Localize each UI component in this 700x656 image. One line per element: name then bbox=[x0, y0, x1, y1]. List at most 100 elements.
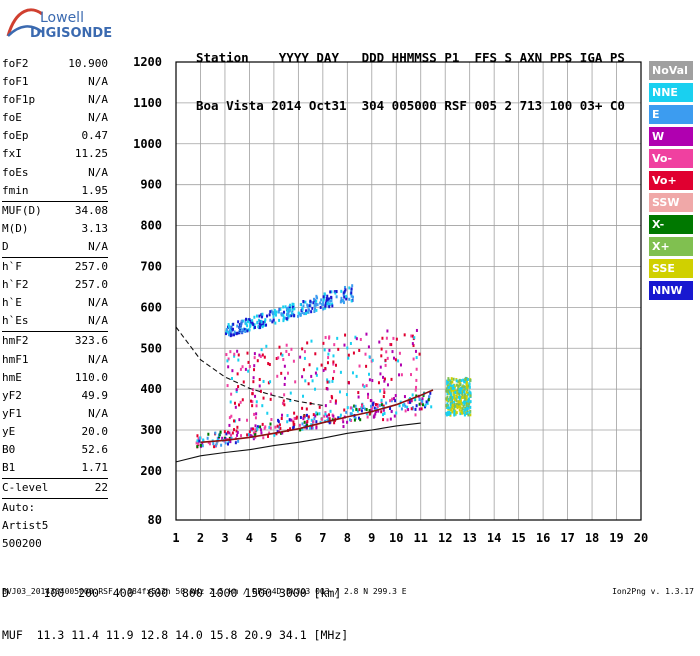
echo-point bbox=[368, 355, 371, 359]
echo-point bbox=[338, 390, 341, 394]
echo-point bbox=[466, 406, 469, 410]
echo-point bbox=[259, 354, 262, 358]
echo-point bbox=[330, 295, 333, 299]
param-value: N/A bbox=[88, 165, 108, 179]
echo-point bbox=[283, 403, 286, 407]
echo-point bbox=[447, 389, 450, 393]
echo-point bbox=[227, 440, 230, 444]
echo-point bbox=[373, 414, 376, 418]
echo-point bbox=[459, 399, 462, 403]
echo-point bbox=[196, 434, 199, 438]
echo-point bbox=[229, 334, 232, 338]
echo-point bbox=[332, 362, 335, 366]
echo-point bbox=[381, 336, 384, 340]
echo-point bbox=[233, 354, 236, 358]
echo-point bbox=[301, 307, 304, 311]
echo-point bbox=[415, 404, 418, 408]
echo-point bbox=[467, 413, 470, 417]
echo-point bbox=[462, 400, 465, 404]
echo-point bbox=[449, 413, 452, 417]
echo-point bbox=[373, 406, 376, 410]
echo-point bbox=[282, 316, 285, 320]
echo-point bbox=[325, 299, 328, 303]
echo-point bbox=[230, 414, 233, 418]
echo-point bbox=[253, 325, 256, 329]
echo-point bbox=[286, 420, 289, 424]
echo-point bbox=[310, 310, 313, 314]
echo-point bbox=[227, 331, 230, 335]
echo-point bbox=[324, 411, 327, 415]
echo-point bbox=[362, 405, 365, 409]
echo-point bbox=[414, 349, 417, 353]
echo-point bbox=[315, 420, 318, 424]
echo-point bbox=[311, 306, 314, 310]
echo-point bbox=[314, 371, 317, 375]
echo-point bbox=[233, 330, 236, 334]
echo-point bbox=[254, 433, 257, 437]
echo-point bbox=[324, 366, 327, 370]
echo-point bbox=[421, 403, 424, 407]
echo-point bbox=[457, 400, 460, 404]
echo-point bbox=[455, 411, 458, 415]
echo-point bbox=[382, 404, 385, 408]
param-value: 257.0 bbox=[74, 278, 108, 292]
echo-point bbox=[199, 443, 202, 447]
echo-point bbox=[236, 425, 239, 429]
echo-point bbox=[332, 414, 335, 418]
echo-point bbox=[259, 326, 262, 330]
echo-point bbox=[289, 303, 292, 307]
echo-point bbox=[263, 320, 266, 324]
echo-point bbox=[294, 380, 297, 384]
echo-point bbox=[328, 417, 331, 421]
echo-point bbox=[403, 333, 406, 337]
param-row: h`F 257.0 bbox=[2, 258, 108, 276]
x-tick-label: 9 bbox=[368, 531, 375, 545]
param-value: N/A bbox=[88, 352, 108, 366]
echo-point bbox=[254, 424, 257, 428]
echo-point bbox=[326, 294, 329, 298]
echo-point bbox=[233, 401, 236, 405]
echo-point bbox=[469, 413, 472, 417]
echo-point bbox=[453, 400, 456, 404]
echo-point bbox=[314, 307, 317, 311]
profile-curve bbox=[175, 422, 421, 463]
echo-point bbox=[466, 388, 469, 392]
echo-point bbox=[410, 398, 413, 402]
param-name: yE bbox=[2, 424, 16, 438]
echo-point bbox=[343, 295, 346, 299]
echo-point bbox=[262, 320, 265, 324]
param-name: h`F2 bbox=[2, 278, 29, 292]
echo-point bbox=[354, 404, 357, 408]
echo-point bbox=[230, 392, 233, 396]
echo-point bbox=[458, 378, 461, 382]
echo-point bbox=[455, 397, 458, 401]
echo-point bbox=[397, 359, 400, 363]
echo-point bbox=[289, 399, 292, 403]
echo-point bbox=[361, 404, 364, 408]
echo-point bbox=[392, 336, 395, 340]
echo-point bbox=[235, 388, 238, 392]
echo-point bbox=[370, 404, 373, 408]
echo-point bbox=[259, 389, 262, 393]
echo-point bbox=[469, 378, 472, 382]
echo-point bbox=[278, 345, 281, 349]
legend-item: X- bbox=[649, 215, 693, 234]
echo-point bbox=[386, 329, 389, 333]
echo-point bbox=[383, 411, 386, 415]
echo-point bbox=[459, 388, 462, 392]
ionogram-chart: 1 2 3 4 5 6 7 8 9 10 11 12 13 14 15 16 17 18 19 20802003004… bbox=[133, 55, 648, 545]
echo-point bbox=[277, 310, 280, 314]
echo-point bbox=[213, 445, 216, 449]
echo-point bbox=[314, 387, 317, 391]
echo-point bbox=[287, 312, 290, 316]
echo-point bbox=[293, 307, 296, 311]
echo-point bbox=[414, 407, 417, 411]
echo-point bbox=[234, 419, 237, 423]
echo-point bbox=[383, 379, 386, 383]
echo-point bbox=[280, 371, 283, 375]
echo-point bbox=[225, 432, 228, 436]
echo-point bbox=[466, 393, 469, 397]
echo-point bbox=[329, 409, 332, 413]
echo-point bbox=[469, 400, 472, 404]
echo-point bbox=[302, 394, 305, 398]
